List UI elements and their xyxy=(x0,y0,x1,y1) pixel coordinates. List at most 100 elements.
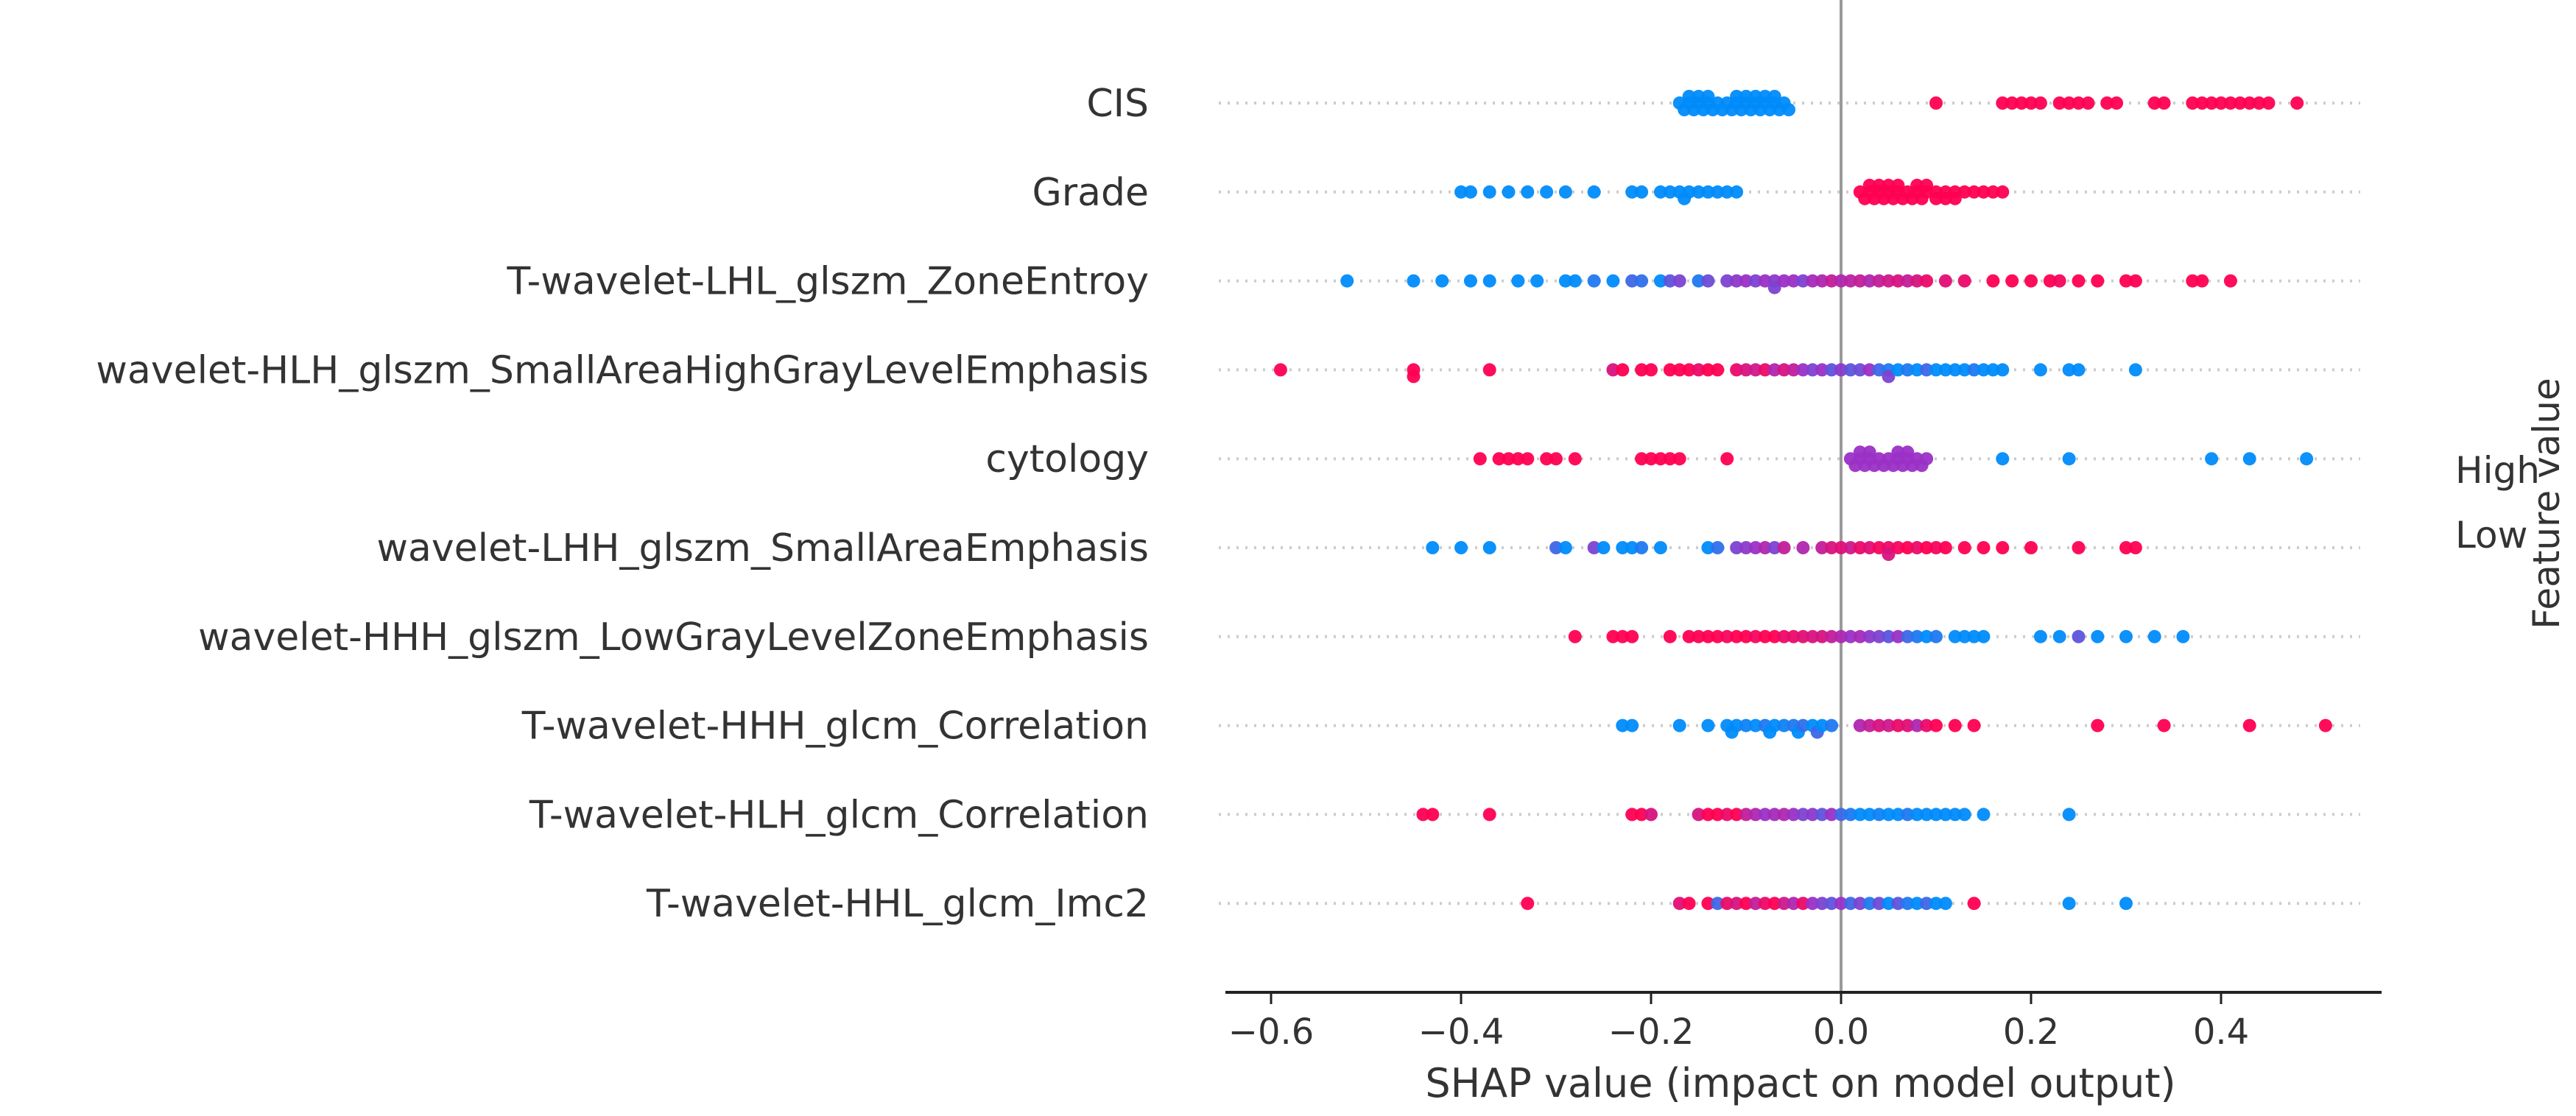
shap-point xyxy=(1891,541,1905,554)
shap-point xyxy=(1340,274,1354,288)
shap-point xyxy=(1882,178,1896,192)
shap-point xyxy=(1692,185,1706,199)
shap-point xyxy=(1862,629,1876,643)
shap-point xyxy=(1730,541,1744,554)
shap-point xyxy=(1891,718,1905,732)
shap-point xyxy=(1653,452,1667,466)
shap-point xyxy=(1606,274,1620,288)
shap-point xyxy=(2072,274,2086,288)
shap-point xyxy=(1739,541,1753,554)
shap-point xyxy=(1777,718,1791,732)
shap-point xyxy=(1502,452,1516,466)
shap-point xyxy=(1891,629,1905,643)
shap-point xyxy=(1872,629,1886,643)
shap-point xyxy=(1815,541,1829,554)
shap-point xyxy=(1758,897,1772,911)
shap-point xyxy=(1843,363,1857,377)
shap-point xyxy=(1625,274,1639,288)
feature-label: T-wavelet-HHH_glcm_Correlation xyxy=(521,704,1149,749)
shap-point xyxy=(1862,363,1876,377)
shap-point xyxy=(1834,363,1848,377)
shap-point xyxy=(1920,718,1934,732)
feature-label: wavelet-LHH_glszm_SmallAreaEmphasis xyxy=(377,526,1149,571)
shap-point xyxy=(2119,541,2133,554)
shap-point xyxy=(2033,363,2047,377)
shap-point xyxy=(1920,178,1934,192)
shap-point xyxy=(1929,718,1943,732)
shap-point xyxy=(2052,629,2066,643)
shap-point xyxy=(1521,897,1535,911)
shap-point xyxy=(2072,541,2086,554)
shap-point xyxy=(1920,897,1934,911)
shap-point xyxy=(1625,541,1639,554)
shap-point xyxy=(1530,274,1544,288)
shap-point xyxy=(1929,629,1943,643)
shap-point xyxy=(1663,363,1677,377)
shap-point xyxy=(1625,185,1639,199)
shap-point xyxy=(1787,363,1801,377)
shap-point xyxy=(1635,541,1649,554)
shap-point xyxy=(1606,363,1620,377)
shap-point xyxy=(1977,808,1991,822)
shap-point xyxy=(1730,808,1744,822)
shap-point xyxy=(1862,808,1876,822)
shap-point xyxy=(1692,363,1706,377)
shap-point xyxy=(1853,541,1867,554)
shap-point xyxy=(2033,629,2047,643)
shap-point xyxy=(1767,90,1781,103)
shap-point xyxy=(1407,274,1421,288)
shap-point xyxy=(1872,718,1886,732)
shap-point xyxy=(1777,808,1791,822)
shap-point xyxy=(1416,808,1430,822)
shap-point xyxy=(1920,629,1934,643)
shap-point xyxy=(1910,718,1924,732)
shap-point xyxy=(1996,185,2010,199)
shap-point xyxy=(1815,808,1829,822)
shap-point xyxy=(1511,452,1525,466)
shap-point xyxy=(1929,541,1943,554)
shap-point xyxy=(1891,445,1905,459)
shap-point xyxy=(1996,96,2010,110)
shap-point xyxy=(1711,363,1725,377)
shap-point xyxy=(1701,185,1715,199)
shap-point xyxy=(1482,363,1496,377)
shap-point xyxy=(1606,629,1620,643)
shap-point xyxy=(1454,185,1468,199)
shap-point xyxy=(1815,274,1829,288)
shap-point xyxy=(1777,363,1791,377)
shap-point xyxy=(2233,96,2247,110)
shap-point xyxy=(1862,274,1876,288)
shap-point xyxy=(1635,452,1649,466)
shap-point xyxy=(2062,452,2076,466)
shap-point xyxy=(1682,897,1696,911)
shap-point xyxy=(1891,178,1905,192)
shap-point xyxy=(2300,452,2314,466)
shap-point xyxy=(1663,274,1677,288)
shap-point xyxy=(1872,541,1886,554)
x-tick-label: −0.2 xyxy=(1608,1011,1695,1053)
shap-point xyxy=(1825,897,1839,911)
shap-point xyxy=(1492,452,1506,466)
shap-point xyxy=(1910,629,1924,643)
legend-low-label: Low xyxy=(2455,514,2527,557)
shap-point xyxy=(1882,370,1896,384)
shap-point xyxy=(1815,629,1829,643)
shap-point xyxy=(2147,96,2161,110)
shap-point xyxy=(1862,178,1876,192)
shap-point xyxy=(1996,363,2010,377)
shap-point xyxy=(1663,452,1677,466)
shap-point xyxy=(1692,274,1706,288)
shap-point xyxy=(1767,541,1781,554)
shap-point xyxy=(1901,445,1915,459)
shap-point xyxy=(1635,363,1649,377)
shap-point xyxy=(1644,452,1658,466)
shap-point xyxy=(1796,629,1810,643)
shap-point xyxy=(1882,897,1896,911)
shap-point xyxy=(1701,363,1715,377)
shap-point xyxy=(1454,541,1468,554)
shap-point xyxy=(1796,541,1810,554)
shap-point xyxy=(1948,808,1962,822)
shap-point xyxy=(1910,897,1924,911)
shap-point xyxy=(1948,718,1962,732)
shap-point xyxy=(1701,90,1715,103)
